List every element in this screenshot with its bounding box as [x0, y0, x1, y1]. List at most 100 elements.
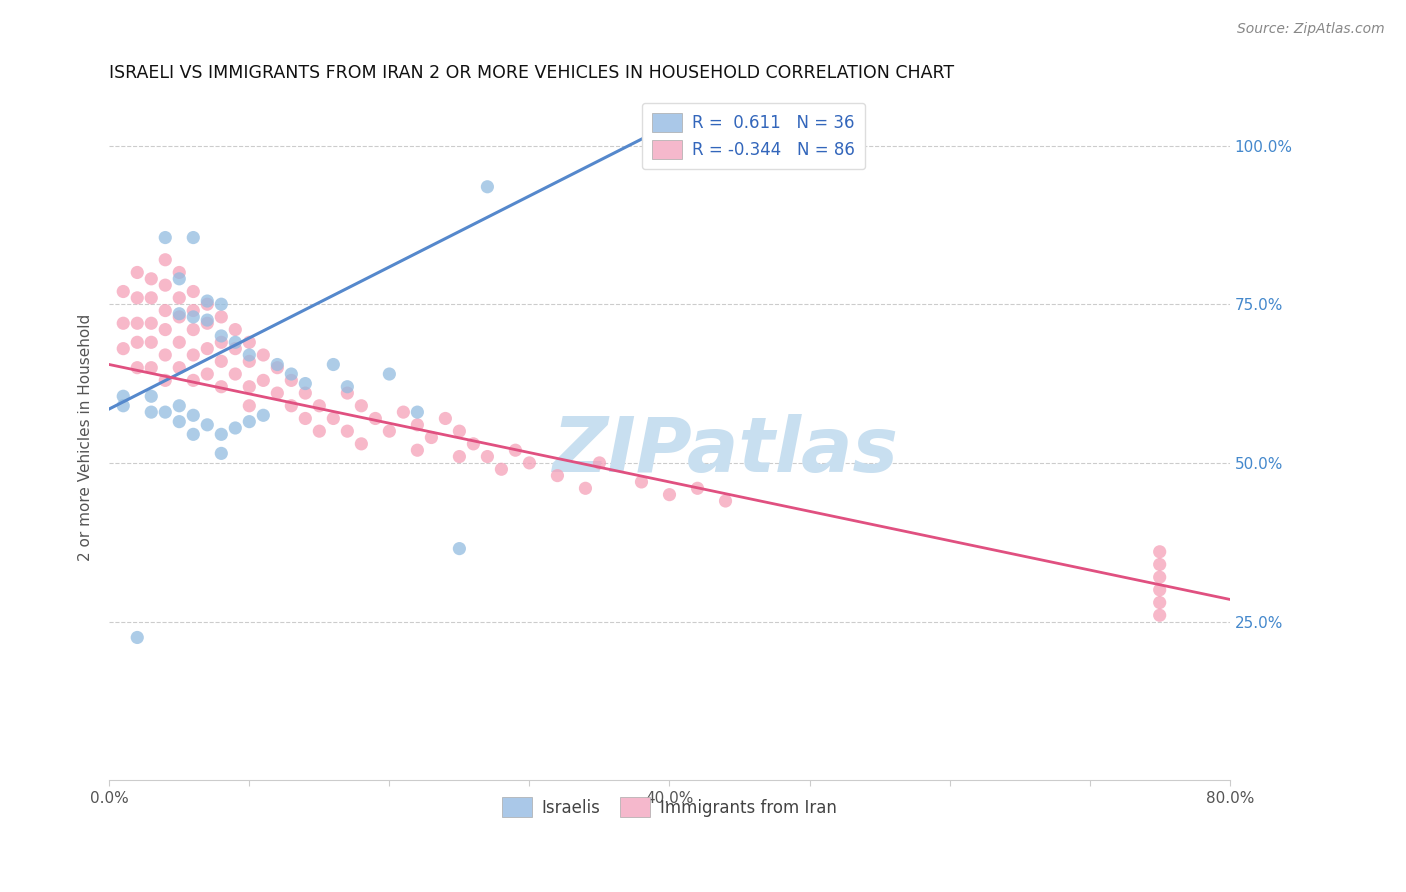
Point [574, 481, 596, 495]
Point [169, 265, 191, 279]
Point [336, 424, 359, 438]
Point [155, 323, 177, 337]
Point [350, 399, 373, 413]
Point [477, 179, 499, 194]
Point [322, 411, 344, 425]
Point [546, 468, 568, 483]
Point [209, 427, 232, 442]
Point [209, 335, 232, 350]
Point [463, 437, 485, 451]
Point [141, 360, 163, 375]
Text: Source: ZipAtlas.com: Source: ZipAtlas.com [1237, 22, 1385, 37]
Point [209, 354, 232, 368]
Point [294, 376, 316, 391]
Point [224, 342, 246, 356]
Point [252, 348, 274, 362]
Point [155, 230, 177, 244]
Point [1149, 582, 1171, 597]
Point [181, 409, 204, 423]
Point [169, 335, 191, 350]
Point [378, 424, 401, 438]
Point [155, 278, 177, 293]
Point [224, 421, 246, 435]
Point [1149, 608, 1171, 623]
Point [449, 424, 471, 438]
Point [209, 380, 232, 394]
Point [209, 446, 232, 460]
Point [169, 310, 191, 324]
Point [181, 303, 204, 318]
Point [238, 348, 260, 362]
Point [238, 380, 260, 394]
Point [181, 373, 204, 387]
Point [141, 291, 163, 305]
Point [266, 358, 288, 372]
Y-axis label: 2 or more Vehicles in Household: 2 or more Vehicles in Household [79, 314, 93, 561]
Point [238, 335, 260, 350]
Point [112, 285, 135, 299]
Point [519, 456, 541, 470]
Point [392, 405, 415, 419]
Point [181, 427, 204, 442]
Point [686, 481, 709, 495]
Point [588, 456, 610, 470]
Point [224, 367, 246, 381]
Point [378, 367, 401, 381]
Point [280, 367, 302, 381]
Point [266, 360, 288, 375]
Point [195, 293, 218, 308]
Point [127, 360, 149, 375]
Text: ISRAELI VS IMMIGRANTS FROM IRAN 2 OR MORE VEHICLES IN HOUSEHOLD CORRELATION CHAR: ISRAELI VS IMMIGRANTS FROM IRAN 2 OR MOR… [110, 64, 955, 82]
Point [491, 462, 513, 476]
Point [181, 310, 204, 324]
Point [195, 342, 218, 356]
Point [505, 443, 527, 458]
Point [141, 405, 163, 419]
Point [195, 313, 218, 327]
Point [336, 386, 359, 401]
Point [195, 417, 218, 432]
Point [1149, 558, 1171, 572]
Point [308, 399, 330, 413]
Point [181, 230, 204, 244]
Point [209, 310, 232, 324]
Point [434, 411, 457, 425]
Point [127, 265, 149, 279]
Point [477, 450, 499, 464]
Point [127, 291, 149, 305]
Legend: Israelis, Immigrants from Iran: Israelis, Immigrants from Iran [495, 791, 844, 823]
Point [141, 316, 163, 330]
Point [195, 297, 218, 311]
Point [280, 399, 302, 413]
Point [127, 316, 149, 330]
Point [1149, 545, 1171, 559]
Point [209, 297, 232, 311]
Point [141, 272, 163, 286]
Point [308, 424, 330, 438]
Point [155, 373, 177, 387]
Point [252, 409, 274, 423]
Point [181, 323, 204, 337]
Point [252, 373, 274, 387]
Point [181, 285, 204, 299]
Point [112, 342, 135, 356]
Point [141, 335, 163, 350]
Point [169, 399, 191, 413]
Point [364, 411, 387, 425]
Point [169, 272, 191, 286]
Point [322, 358, 344, 372]
Point [420, 430, 443, 444]
Point [169, 360, 191, 375]
Point [155, 303, 177, 318]
Point [238, 415, 260, 429]
Point [169, 291, 191, 305]
Point [195, 367, 218, 381]
Point [238, 399, 260, 413]
Point [224, 335, 246, 350]
Point [1149, 570, 1171, 584]
Point [169, 415, 191, 429]
Point [406, 405, 429, 419]
Point [141, 389, 163, 403]
Point [195, 316, 218, 330]
Point [406, 443, 429, 458]
